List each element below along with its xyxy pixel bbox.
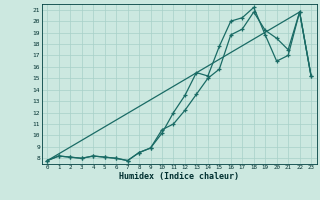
X-axis label: Humidex (Indice chaleur): Humidex (Indice chaleur) <box>119 172 239 181</box>
